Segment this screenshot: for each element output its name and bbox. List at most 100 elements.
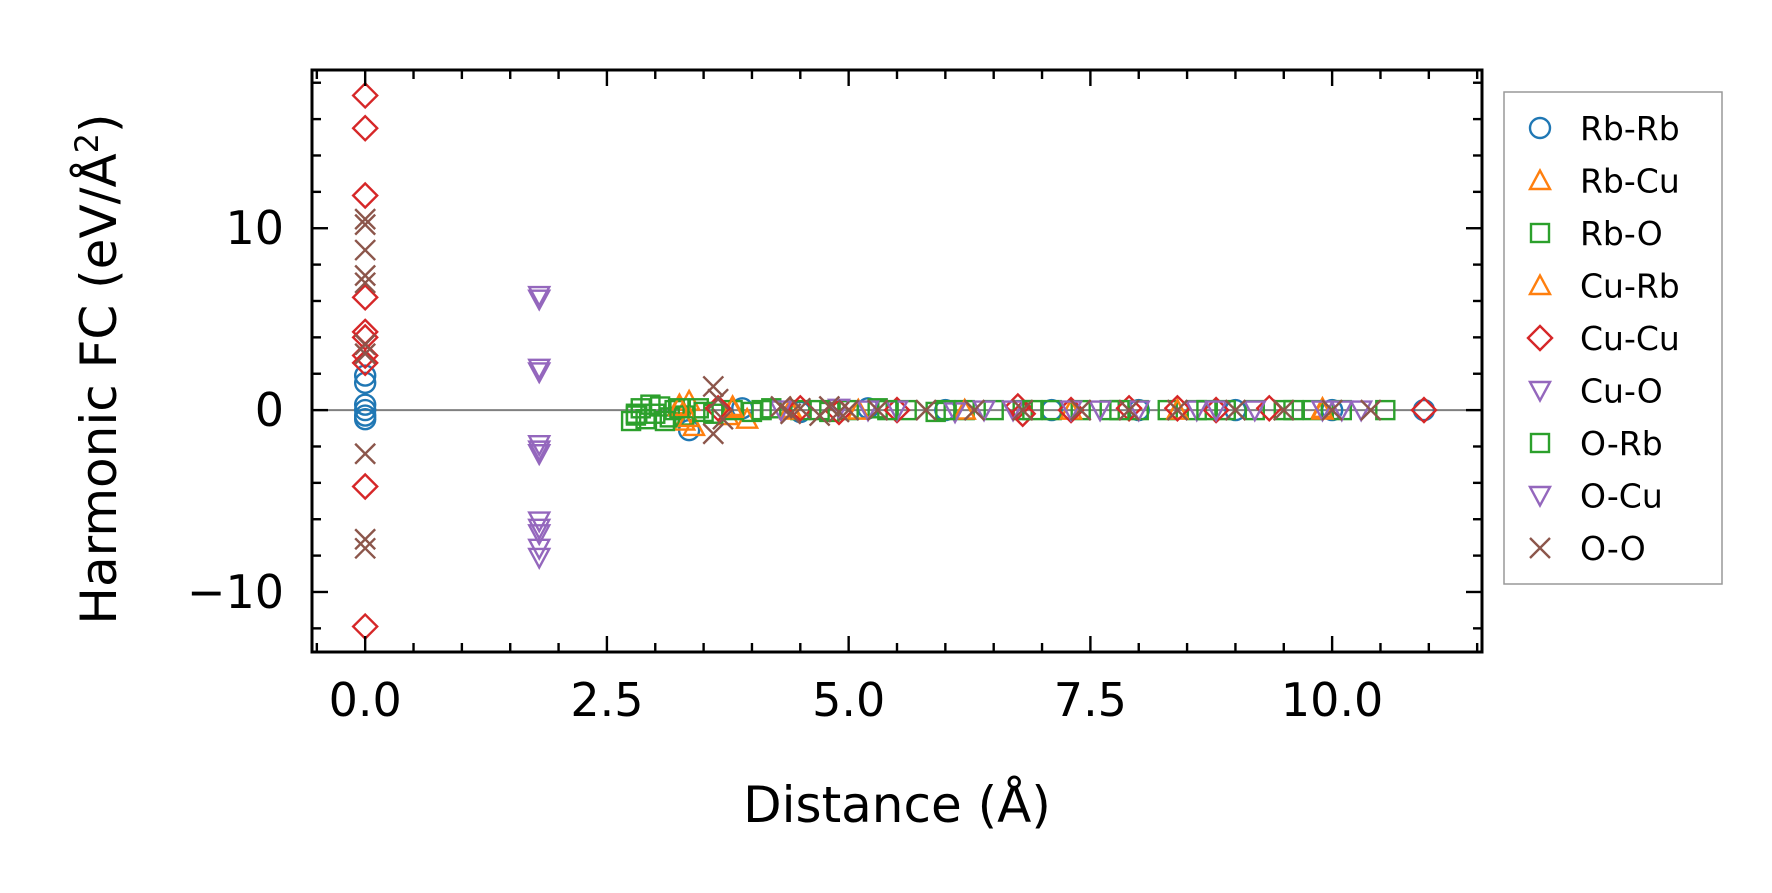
legend-label-o-rb: O-Rb: [1580, 424, 1663, 463]
point-o-o: [707, 388, 729, 411]
legend-entry-o-o: O-O: [1529, 529, 1646, 568]
legend-marker-rb-o: [1529, 222, 1551, 244]
legend-box: [1503, 91, 1723, 585]
legend-label-o-o: O-O: [1580, 529, 1646, 568]
point-cu-o: [527, 547, 552, 570]
point-cu-o: [527, 362, 552, 385]
point-o-o: [354, 442, 377, 465]
y-tick-label: 10: [225, 201, 284, 255]
legend-marker-o-cu: [1527, 485, 1553, 509]
legend-marker-o-rb: [1529, 432, 1551, 454]
y-axis-title-main: Harmonic FC (eV/Å: [70, 153, 128, 624]
point-o-o: [354, 213, 377, 236]
point-o-cu: [527, 285, 552, 309]
legend-entry-rb-rb: Rb-Rb: [1528, 109, 1680, 148]
point-cu-cu: [1163, 394, 1192, 422]
x-tick-label: 2.5: [570, 673, 643, 727]
point-rb-rb: [353, 393, 377, 416]
point-o-o: [1359, 399, 1382, 421]
point-o-o: [779, 402, 802, 425]
point-rb-o: [722, 399, 743, 421]
point-rb-rb: [353, 398, 377, 422]
point-o-cu: [527, 440, 552, 463]
point-o-o: [866, 399, 889, 421]
legend-entry-cu-rb: Cu-Rb: [1527, 267, 1680, 306]
plot-frame: [310, 68, 1484, 654]
point-o-rb: [654, 410, 676, 432]
x-axis-title: Distance (Å): [743, 776, 1051, 834]
point-o-cu: [527, 358, 552, 381]
x-tick-label: 10.0: [1281, 673, 1383, 727]
point-cu-rb: [667, 393, 692, 417]
point-o-rb: [669, 398, 690, 419]
legend-marker-rb-rb: [1528, 116, 1552, 140]
point-o-cu: [527, 518, 552, 541]
point-o-o: [1321, 399, 1343, 421]
y-tick-label: 0: [255, 383, 284, 437]
point-cu-cu: [351, 181, 379, 210]
y-axis-title-tail: ): [70, 113, 128, 133]
legend-label-rb-rb: Rb-Rb: [1580, 109, 1680, 148]
point-o-o: [1011, 399, 1034, 421]
point-o-rb: [935, 399, 956, 421]
tick-labels: 0.0 2.5 5.0 7.5 10.0 −10 0 10: [187, 201, 1383, 727]
point-cu-cu: [1410, 396, 1438, 424]
point-cu-o: [527, 511, 552, 534]
point-o-cu: [1204, 400, 1229, 423]
point-o-o: [354, 208, 377, 230]
legend-label-rb-cu: Rb-Cu: [1580, 162, 1680, 201]
legend-entry-rb-cu: Rb-Cu: [1527, 162, 1680, 201]
point-o-o: [837, 399, 860, 421]
y-axis-title: Harmonic FC (eV/Å2): [68, 113, 128, 624]
point-cu-cu: [351, 283, 379, 312]
point-o-o: [354, 537, 377, 560]
point-o-o: [354, 239, 377, 261]
y-tick-label: −10: [187, 565, 284, 619]
data-points: [351, 81, 1438, 641]
point-o-o: [702, 422, 725, 445]
point-o-rb: [693, 401, 714, 423]
point-o-o: [354, 333, 377, 356]
legend-marker-cu-rb: [1527, 272, 1553, 296]
point-cu-cu: [786, 394, 815, 422]
series-cu-cu: [351, 81, 1438, 641]
point-o-o: [818, 395, 841, 418]
point-o-o: [915, 399, 937, 421]
x-tick-label: 0.0: [329, 673, 402, 727]
point-cu-cu: [351, 612, 379, 641]
point-cu-o: [1242, 400, 1267, 423]
point-o-cu: [1088, 400, 1113, 423]
point-cu-cu: [351, 341, 379, 370]
point-o-o: [1224, 399, 1247, 421]
point-o-rb: [640, 394, 661, 415]
series-rb-rb: [353, 364, 1436, 442]
legend-label-o-cu: O-Cu: [1580, 477, 1663, 516]
point-o-o: [354, 528, 377, 551]
point-o-o: [1069, 399, 1092, 421]
point-o-o: [789, 397, 812, 420]
x-tick-label: 7.5: [1054, 673, 1127, 727]
y-axis-title-superscript: 2: [68, 133, 106, 153]
legend-label-rb-o: Rb-O: [1580, 214, 1663, 253]
point-o-o: [702, 375, 725, 398]
point-cu-o: [527, 289, 552, 312]
legend-label-cu-o: Cu-O: [1580, 372, 1663, 411]
point-o-rb: [809, 399, 830, 421]
legend-marker-o-o: [1529, 537, 1551, 559]
point-rb-rb: [1412, 398, 1436, 422]
legend-entry-cu-o: Cu-O: [1527, 372, 1663, 411]
legend: Rb-Rb Rb-Cu Rb-O Cu-Rb Cu-Cu Cu-O O-Rb O-Cu O-O: [1503, 91, 1723, 585]
point-o-o: [963, 399, 986, 421]
series-o-o: [354, 208, 1382, 560]
point-o-o: [712, 408, 734, 431]
legend-marker-cu-o: [1527, 380, 1553, 404]
point-o-o: [1166, 399, 1189, 421]
point-o-rb: [751, 399, 772, 421]
axis-ticks: [312, 70, 1482, 652]
point-cu-o: [527, 524, 552, 547]
point-cu-cu: [351, 114, 379, 142]
legend-entry-o-cu: O-Cu: [1527, 477, 1663, 516]
legend-entry-cu-cu: Cu-Cu: [1526, 319, 1680, 358]
legend-marker-rb-cu: [1527, 167, 1553, 191]
